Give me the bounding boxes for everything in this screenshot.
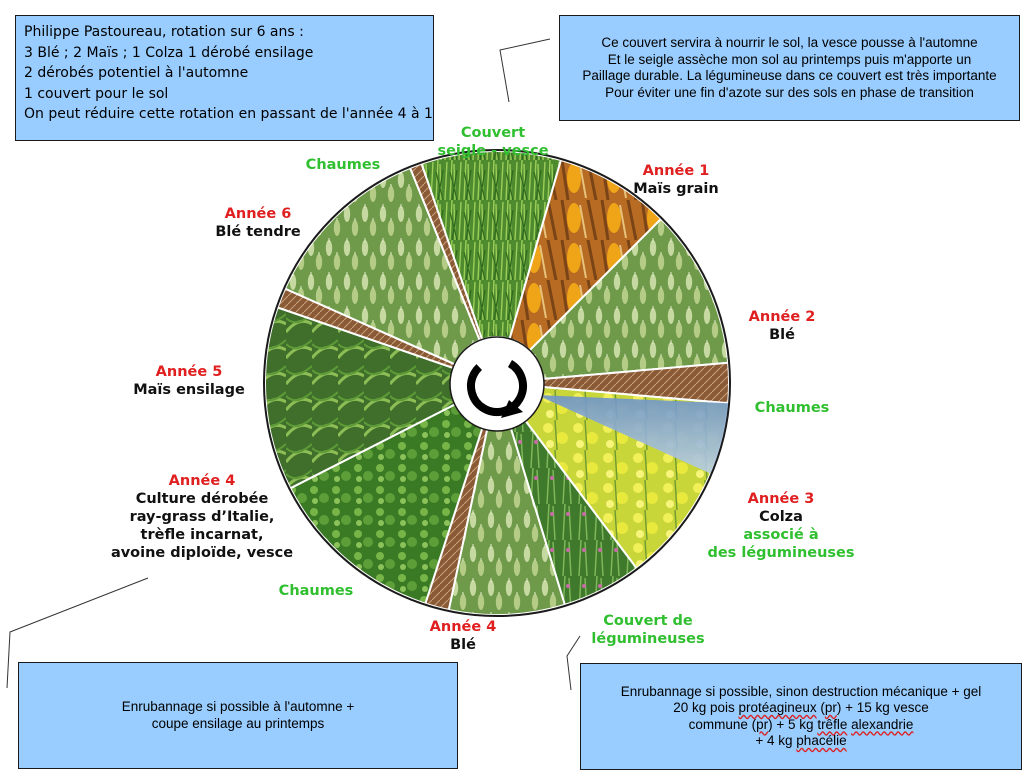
summary-line: 2 dérobés potentiel à l'automne	[24, 65, 249, 81]
derobee-note-box: Enrubannage si possible à l'automne + co…	[18, 662, 458, 769]
wheel-segment-sky	[537, 395, 729, 474]
label-annee-2: Année 2 Blé	[748, 309, 816, 343]
note-line: Pour éviter une fin d'azote sur des sols…	[605, 84, 974, 100]
note-line: coupe ensilage au printemps	[151, 715, 325, 731]
connector-bottom-left	[6, 577, 149, 689]
label-chaumes-bottom: Chaumes	[278, 583, 354, 599]
label-annee-4-ble: Année 4 Blé	[429, 619, 497, 653]
label-couvert-seigle-vesce: Couvert seigle - vesce	[437, 125, 549, 159]
label-chaumes-top: Chaumes	[305, 157, 381, 173]
label-chaumes-right: Chaumes	[754, 400, 830, 416]
note-line: Et le seigle assèche mon sol au printemp…	[607, 51, 972, 67]
note-line: Ce couvert servira à nourrir le sol, la …	[601, 35, 978, 50]
summary-line: On peut réduire cette rotation en passan…	[24, 106, 433, 122]
note-line: Paillage durable. La légumineuse dans ce…	[582, 68, 997, 83]
rotation-arrow-icon	[467, 356, 527, 418]
rotation-summary-box: Philippe Pastoureau, rotation sur 6 ans …	[15, 15, 434, 141]
note-line: Enrubannage si possible à l'automne +	[121, 699, 355, 714]
summary-line: Philippe Pastoureau, rotation sur 6 ans …	[24, 24, 304, 40]
connector-top-right	[499, 38, 551, 103]
legume-cover-note-box: Enrubannage si possible, sinon destructi…	[580, 663, 1022, 770]
label-annee-4-derobee: Année 4 Culture dérobée ray-grass d’Ital…	[110, 473, 294, 561]
note-line: Enrubannage si possible, sinon destructi…	[620, 683, 982, 699]
wheel-outline	[263, 149, 731, 617]
wheel-center	[449, 336, 545, 432]
summary-line: 1 couvert pour le sol	[24, 85, 169, 102]
summary-line: 3 Blé ; 2 Maïs ; 1 Colza 1 dérobé ensila…	[24, 44, 314, 61]
connector-bottom-right	[566, 635, 581, 691]
note-line: + 4 kg phacélie	[755, 733, 847, 748]
label-couvert-legumineuses: Couvert de légumineuses	[591, 613, 705, 647]
label-annee-5: Année 5 Maïs ensilage	[133, 364, 245, 398]
label-annee-1: Année 1 Maïs grain	[633, 163, 719, 197]
note-line: commune (pr) + 5 kg trêfle alexandrie	[688, 716, 914, 732]
label-annee-3: Année 3 Colza associé à des légumineuses	[707, 491, 855, 561]
note-line: 20 kg pois protéagineux (pr) + 15 kg ves…	[673, 700, 929, 715]
label-annee-6: Année 6 Blé tendre	[215, 206, 301, 240]
cover-note-box: Ce couvert servira à nourrir le sol, la …	[559, 15, 1020, 121]
